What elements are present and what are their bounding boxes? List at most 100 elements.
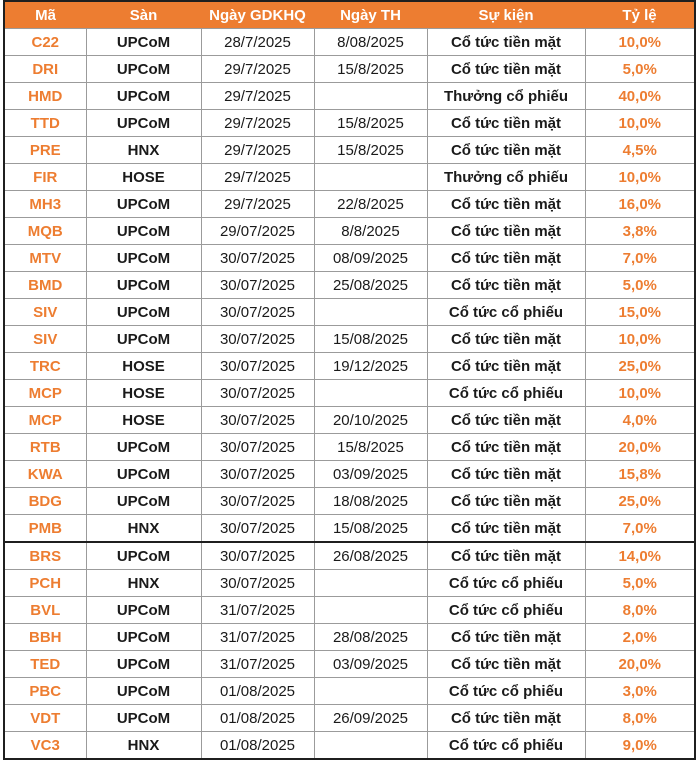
- event-cell: Cổ tức tiền mặt: [426, 352, 586, 380]
- ticker-cell: SIV: [3, 298, 87, 326]
- ticker-cell: MTV: [3, 244, 87, 272]
- table-row: BVL UPCoM 31/07/2025 Cổ tức cổ phiếu 8,0%: [3, 596, 696, 624]
- ticker-cell: TED: [3, 650, 87, 678]
- ex-date-cell: 31/07/2025: [200, 650, 315, 678]
- exchange-cell: UPCoM: [85, 28, 202, 56]
- event-cell: Cổ tức tiền mặt: [426, 190, 586, 218]
- ratio-cell: 8,0%: [584, 596, 696, 624]
- exchange-cell: UPCoM: [85, 596, 202, 624]
- ticker-cell: PMB: [3, 514, 87, 543]
- table-row: BRS UPCoM 30/07/2025 26/08/2025 Cổ tức tiền …: [3, 541, 696, 570]
- event-cell: Cổ tức cổ phiếu: [426, 731, 586, 760]
- ex-date-cell: 31/07/2025: [200, 623, 315, 651]
- exchange-cell: HOSE: [85, 352, 202, 380]
- exchange-cell: UPCoM: [85, 55, 202, 83]
- ticker-cell: PCH: [3, 569, 87, 597]
- exec-date-cell: 19/12/2025: [313, 352, 428, 380]
- ratio-cell: 5,0%: [584, 271, 696, 299]
- ex-date-cell: 29/07/2025: [200, 217, 315, 245]
- ex-date-cell: 30/07/2025: [200, 433, 315, 461]
- ticker-cell: RTB: [3, 433, 87, 461]
- exec-date-cell: 26/08/2025: [313, 541, 428, 570]
- ratio-cell: 15,0%: [584, 298, 696, 326]
- exec-date-cell: [313, 596, 428, 624]
- event-cell: Cổ tức tiền mặt: [426, 487, 586, 515]
- exchange-cell: UPCoM: [85, 325, 202, 353]
- ticker-cell: MCP: [3, 379, 87, 407]
- exchange-cell: UPCoM: [85, 677, 202, 705]
- table-row: VDT UPCoM 01/08/2025 26/09/2025 Cổ tức tiền …: [3, 704, 696, 732]
- ticker-cell: BMD: [3, 271, 87, 299]
- table-row: DRI UPCoM 29/7/2025 15/8/2025 Cổ tức tiền mặ…: [3, 55, 696, 83]
- ex-date-cell: 30/07/2025: [200, 487, 315, 515]
- events-table-body: C22 UPCoM 28/7/2025 8/08/2025 Cổ tức tiền mặ…: [3, 28, 696, 760]
- table-row: BMD UPCoM 30/07/2025 25/08/2025 Cổ tức tiền …: [3, 271, 696, 299]
- table-row: C22 UPCoM 28/7/2025 8/08/2025 Cổ tức tiền mặ…: [3, 28, 696, 56]
- exec-date-cell: [313, 731, 428, 760]
- exchange-cell: UPCoM: [85, 650, 202, 678]
- table-header: Mã Sàn Ngày GDKHQ Ngày TH Sự kiện Tỷ lệ: [4, 1, 695, 29]
- table-row: KWA UPCoM 30/07/2025 03/09/2025 Cổ tức tiền …: [3, 460, 696, 488]
- event-cell: Thưởng cổ phiếu: [426, 163, 586, 191]
- ticker-cell: MH3: [3, 190, 87, 218]
- event-cell: Cổ tức tiền mặt: [426, 406, 586, 434]
- ex-date-cell: 30/07/2025: [200, 244, 315, 272]
- ticker-cell: VC3: [3, 731, 87, 760]
- table-row: FIR HOSE 29/7/2025 Thưởng cổ phiếu 10,0%: [3, 163, 696, 191]
- table-row: BBH UPCoM 31/07/2025 28/08/2025 Cổ tức tiền …: [3, 623, 696, 651]
- event-cell: Cổ tức tiền mặt: [426, 217, 586, 245]
- exec-date-cell: 03/09/2025: [313, 650, 428, 678]
- ratio-cell: 9,0%: [584, 731, 696, 760]
- exec-date-cell: 15/8/2025: [313, 109, 428, 137]
- event-cell: Cổ tức tiền mặt: [426, 460, 586, 488]
- ratio-cell: 4,0%: [584, 406, 696, 434]
- ex-date-cell: 01/08/2025: [200, 677, 315, 705]
- exec-date-cell: [313, 298, 428, 326]
- ex-date-cell: 29/7/2025: [200, 109, 315, 137]
- exchange-cell: UPCoM: [85, 704, 202, 732]
- ticker-cell: VDT: [3, 704, 87, 732]
- exchange-cell: UPCoM: [85, 244, 202, 272]
- exec-date-cell: 25/08/2025: [313, 271, 428, 299]
- header-ex-date: Ngày GDKHQ: [201, 1, 314, 29]
- ratio-cell: 10,0%: [584, 325, 696, 353]
- ratio-cell: 2,0%: [584, 623, 696, 651]
- ticker-cell: TTD: [3, 109, 87, 137]
- ex-date-cell: 30/07/2025: [200, 325, 315, 353]
- exchange-cell: UPCoM: [85, 433, 202, 461]
- header-event: Sự kiện: [427, 1, 585, 29]
- table-row: TRC HOSE 30/07/2025 19/12/2025 Cổ tức tiền m…: [3, 352, 696, 380]
- ticker-cell: SIV: [3, 325, 87, 353]
- ticker-cell: BDG: [3, 487, 87, 515]
- ratio-cell: 5,0%: [584, 569, 696, 597]
- exchange-cell: UPCoM: [85, 460, 202, 488]
- exchange-cell: UPCoM: [85, 271, 202, 299]
- ticker-cell: TRC: [3, 352, 87, 380]
- ticker-cell: HMD: [3, 82, 87, 110]
- ex-date-cell: 01/08/2025: [200, 731, 315, 760]
- ratio-cell: 25,0%: [584, 352, 696, 380]
- ticker-cell: BRS: [3, 541, 87, 570]
- event-cell: Cổ tức cổ phiếu: [426, 298, 586, 326]
- ticker-cell: FIR: [3, 163, 87, 191]
- ticker-cell: KWA: [3, 460, 87, 488]
- event-cell: Cổ tức tiền mặt: [426, 136, 586, 164]
- ratio-cell: 15,8%: [584, 460, 696, 488]
- exec-date-cell: 15/08/2025: [313, 514, 428, 543]
- ratio-cell: 8,0%: [584, 704, 696, 732]
- header-ticker: Mã: [4, 1, 86, 29]
- table-row: BDG UPCoM 30/07/2025 18/08/2025 Cổ tức tiền …: [3, 487, 696, 515]
- ratio-cell: 7,0%: [584, 514, 696, 543]
- table-row: MTV UPCoM 30/07/2025 08/09/2025 Cổ tức tiền …: [3, 244, 696, 272]
- ex-date-cell: 30/07/2025: [200, 514, 315, 543]
- exchange-cell: HNX: [85, 569, 202, 597]
- exchange-cell: UPCoM: [85, 82, 202, 110]
- table-row: TTD UPCoM 29/7/2025 15/8/2025 Cổ tức tiền mặ…: [3, 109, 696, 137]
- ticker-cell: DRI: [3, 55, 87, 83]
- exec-date-cell: 15/08/2025: [313, 325, 428, 353]
- ex-date-cell: 29/7/2025: [200, 82, 315, 110]
- event-cell: Cổ tức cổ phiếu: [426, 569, 586, 597]
- event-cell: Cổ tức cổ phiếu: [426, 677, 586, 705]
- event-cell: Cổ tức tiền mặt: [426, 650, 586, 678]
- exec-date-cell: [313, 379, 428, 407]
